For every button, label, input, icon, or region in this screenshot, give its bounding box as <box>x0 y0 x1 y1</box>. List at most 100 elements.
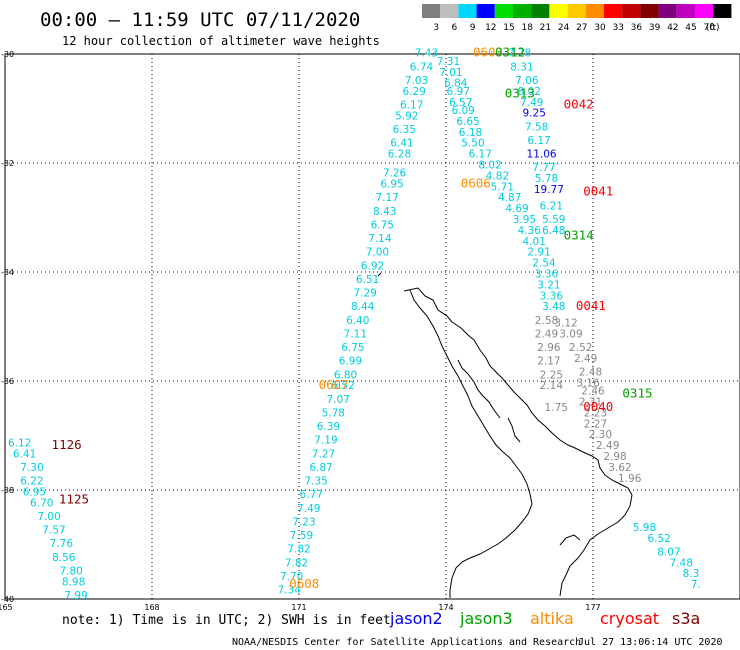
swh-value: 7. <box>691 579 701 591</box>
legend-swatch <box>695 4 714 18</box>
swh-value: 7.27 <box>312 448 335 460</box>
swh-value: 6.97 <box>447 86 470 98</box>
longitude-labels: 165 168 171 174 177 <box>0 603 601 612</box>
wave-height-tracks: 7.436.747.036.296.175.926.356.416.287.26… <box>8 48 701 602</box>
swh-value: 8.98 <box>62 576 85 588</box>
swh-value: 7.77 <box>532 162 555 174</box>
note-text: note: 1) Time is in UTC; 2) SWH is in fe… <box>62 613 391 628</box>
swh-value: 2.49 <box>574 353 597 365</box>
legend-label: 45 <box>685 23 696 33</box>
lat-tick-label: -34 <box>1 268 14 277</box>
legend-label: 6 <box>452 23 458 33</box>
swh-value: 6.95 <box>380 179 403 191</box>
swh-value: 7.26 <box>383 168 407 180</box>
pass-time-label: 0040 <box>583 399 613 414</box>
legend-swatch <box>640 4 659 18</box>
legend-label: 33 <box>612 23 623 33</box>
swh-value: 8.56 <box>52 552 76 564</box>
swh-value: 2.54 <box>532 258 556 270</box>
swh-value: 5.98 <box>633 522 656 534</box>
legend-swatch <box>476 4 495 18</box>
legend-label: 30 <box>594 23 606 33</box>
pass-time-label: 0315 <box>622 385 652 400</box>
swh-value: 7.35 <box>304 476 327 488</box>
track-0042-series: 7.788.31 7.068.027.499.257.58 6.17 11.067.7… <box>508 48 566 237</box>
swh-value: 7.06 <box>515 75 539 87</box>
swh-value: 6.84 <box>444 78 468 90</box>
legend-swatch <box>549 4 568 18</box>
swh-value: 7.78 <box>508 48 531 60</box>
legend-label: 18 <box>521 23 533 33</box>
color-scale-legend: 3 6 9 12 15 18 21 24 27 30 33 36 39 42 45 70(ft) <box>422 4 732 33</box>
swh-value: 7.82 <box>287 544 310 556</box>
pass-time-label: 0041 <box>583 184 613 199</box>
swh-value: 8.07 <box>657 546 680 558</box>
swh-value: 8.44 <box>351 301 375 313</box>
legend-swatch <box>513 4 532 18</box>
legend-label: 27 <box>576 23 587 33</box>
lon-tick-label: 174 <box>438 603 453 612</box>
legend-swatch <box>676 4 695 18</box>
swh-value: 7.03 <box>405 75 428 87</box>
satellite-name-s3a: s3a <box>672 609 700 628</box>
swh-value: 7.01 <box>439 67 462 79</box>
swh-value: 1.75 <box>545 402 568 414</box>
swh-value: 8.43 <box>373 206 396 218</box>
swh-value: 7.31 <box>437 56 460 68</box>
swh-value: 2.48 <box>579 367 602 379</box>
swh-value: 7.70 <box>280 571 303 583</box>
swh-value: 5.78 <box>322 407 345 419</box>
swh-value: 7.19 <box>314 435 337 447</box>
swh-value: 7.29 <box>353 288 376 300</box>
swh-value: 5.50 <box>461 138 484 150</box>
latitude-labels: -30 -32 -34 -36 -38 -40 <box>1 50 14 604</box>
swh-value: 6.99 <box>339 356 362 368</box>
track-0040-series: 2.582.49 2.96 2.172.252.14 1.75 <box>535 315 568 414</box>
lon-tick-label: 171 <box>291 603 306 612</box>
legend-swatch <box>440 4 459 18</box>
swh-value: 3.36 <box>535 268 559 280</box>
swh-value: 5.71 <box>491 181 514 193</box>
legend-label: 24 <box>558 23 570 33</box>
swh-value: 7.49 <box>297 503 320 515</box>
swh-value: 7.57 <box>42 525 65 537</box>
swh-value: 2.25 <box>540 369 563 381</box>
swh-value: 6.09 <box>451 105 474 117</box>
track-0041-series: 3.123.092.522.492.483.162.462.312.232.27… <box>554 318 641 485</box>
legend-swatch <box>422 4 441 18</box>
lat-tick-label: -30 <box>1 50 14 59</box>
pass-time-label: 0312 <box>495 45 525 60</box>
swh-value: 7.30 <box>20 462 43 474</box>
swh-value: 4.69 <box>505 203 528 215</box>
swh-value: 6.17 <box>527 135 550 147</box>
swh-value: 6.75 <box>371 219 394 231</box>
swh-value: 2.58 <box>535 315 558 327</box>
swh-value: 6.52 <box>331 380 354 392</box>
legend-swatch <box>567 4 586 18</box>
swh-value: 2.17 <box>537 356 560 368</box>
swh-value: 2.23 <box>584 407 607 419</box>
swh-value: 3.09 <box>559 328 582 340</box>
map-title: 00:00 – 11:59 UTC 07/11/2020 <box>40 9 360 31</box>
lat-tick-label: -36 <box>1 377 14 386</box>
lon-tick-label: 165 <box>0 603 13 612</box>
swh-value: 2.52 <box>569 342 592 354</box>
swh-value: 4.36 <box>518 225 542 237</box>
lat-tick-label: -38 <box>1 486 14 495</box>
swh-value: 6.95 <box>23 486 46 498</box>
swh-value: 3.12 <box>554 318 577 330</box>
swh-value: 6.77 <box>300 489 323 501</box>
swh-value: 6.51 <box>356 274 379 286</box>
legend-swatch <box>604 4 623 18</box>
swh-value: 3.36 <box>540 290 564 302</box>
track-0600-series: 7.436.74 7.036.29 6.175.92 6.35 6.416.28 7.26… <box>278 48 439 597</box>
footer-timestamp: Jul 27 13:06:14 UTC 2020 <box>578 637 723 648</box>
swh-value: 4.01 <box>523 236 546 248</box>
swh-value: 6.65 <box>456 116 479 128</box>
swh-value: 7.58 <box>525 121 548 133</box>
swh-value: 8.02 <box>478 159 501 171</box>
swh-value: 5.78 <box>535 173 558 185</box>
swh-value: 2.49 <box>596 440 619 452</box>
swh-value: 2.49 <box>535 328 558 340</box>
legend-label: 3 <box>433 23 439 33</box>
